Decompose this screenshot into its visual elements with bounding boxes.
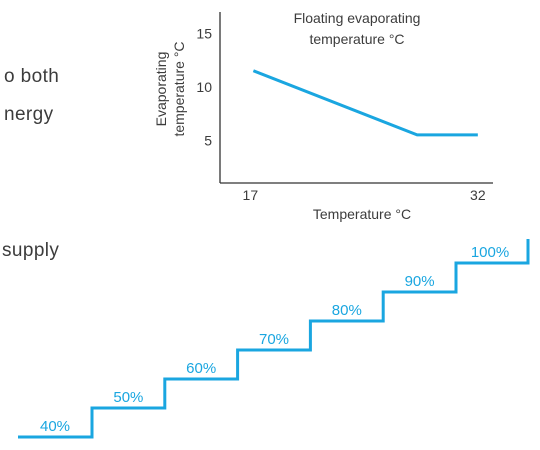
evaporating-temperature-chart: Floating evaporating temperature °C Evap… <box>153 10 493 222</box>
x-tick-label: 17 <box>243 187 259 203</box>
y-axis-label-line-2: temperature °C <box>171 41 187 136</box>
step-label: 70% <box>259 331 289 348</box>
step-label: 80% <box>332 302 362 319</box>
text-fragment-both: o both <box>4 66 60 87</box>
step-label: 50% <box>113 389 143 406</box>
text-fragment-supply: supply <box>2 240 60 261</box>
chart-title-line-2: temperature °C <box>309 31 404 47</box>
y-tick-label: 5 <box>204 132 212 148</box>
x-tick-labels: 17 32 <box>243 187 486 203</box>
y-tick-label: 10 <box>196 79 212 95</box>
text-fragment-energy: nergy <box>4 104 54 125</box>
series-line <box>252 69 478 137</box>
y-tick-labels: 5 10 15 <box>196 25 212 148</box>
step-label: 90% <box>405 273 435 290</box>
y-axis-label: Evaporating temperature °C <box>153 41 187 136</box>
x-tick-label: 32 <box>470 187 486 203</box>
step-label: 100% <box>471 244 509 261</box>
step-label: 60% <box>186 360 216 377</box>
chart-title-line-1: Floating evaporating <box>294 10 421 26</box>
y-tick-label: 15 <box>196 25 212 41</box>
y-axis-label-line-1: Evaporating <box>153 52 169 127</box>
x-axis-label: Temperature °C <box>313 206 411 222</box>
step-label: 40% <box>40 418 70 435</box>
capacity-staircase: 40% 50% 60% 70% 80% 90% 100% <box>18 239 530 439</box>
staircase-labels: 40% 50% 60% 70% 80% 90% 100% <box>40 244 509 435</box>
staircase-line <box>18 239 530 439</box>
